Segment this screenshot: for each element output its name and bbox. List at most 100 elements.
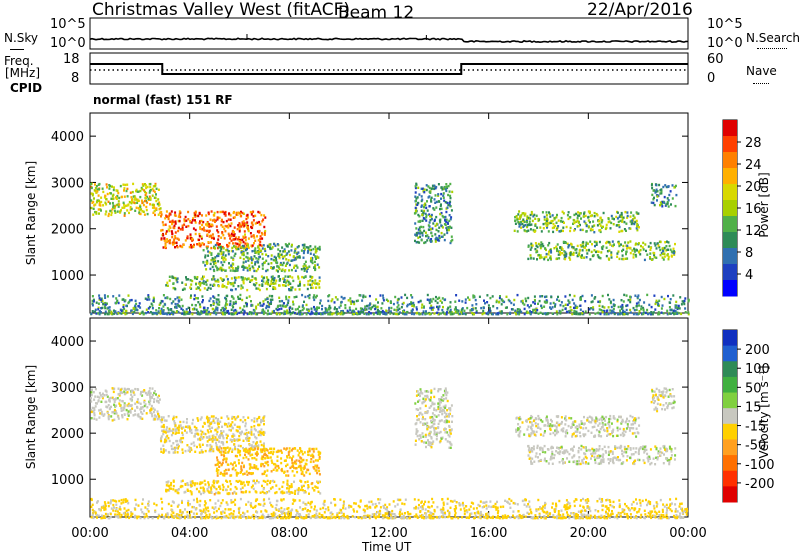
echo-cell: [117, 191, 120, 195]
echo-cell: [267, 456, 270, 459]
echo-cell: [433, 426, 435, 430]
echo-cell: [280, 468, 283, 472]
echo-cell: [475, 309, 478, 313]
echo-cell: [198, 490, 201, 493]
echo-cell: [123, 187, 126, 190]
echo-cell: [236, 425, 239, 429]
echo-cell: [176, 488, 179, 492]
echo-cell: [198, 451, 201, 454]
echo-cell: [602, 211, 605, 215]
echo-cell: [327, 308, 330, 311]
echo-cell: [301, 312, 304, 316]
echo-cell: [134, 308, 137, 312]
echo-cell: [464, 301, 467, 304]
echo-cell: [451, 415, 454, 418]
echo-cell: [447, 184, 450, 188]
echo-cell: [145, 192, 148, 195]
echo-cell: [548, 212, 551, 216]
echo-cell: [448, 219, 451, 223]
echo-cell: [247, 458, 250, 461]
echo-cell: [416, 196, 419, 199]
echo-cell: [134, 299, 137, 302]
echo-cell: [209, 267, 212, 271]
echo-cell: [475, 303, 478, 306]
echo-cell: [223, 474, 226, 477]
echo-cell: [196, 286, 199, 289]
echo-cell: [174, 214, 177, 217]
echo-cell: [221, 285, 224, 288]
echo-cell: [623, 313, 626, 316]
echo-cell: [420, 306, 423, 309]
echo-cell: [210, 241, 212, 244]
echo-cell: [547, 244, 550, 247]
echo-cell: [413, 312, 416, 316]
echo-cell: [91, 302, 94, 305]
echo-cell: [134, 409, 136, 412]
echo-cell: [444, 313, 447, 316]
echo-cell: [438, 402, 441, 405]
echo-cell: [147, 295, 150, 299]
echo-cell: [130, 398, 133, 402]
echo-cell: [530, 223, 533, 226]
echo-cell: [291, 243, 293, 247]
echo-cell: [220, 223, 223, 227]
echo-cell: [239, 453, 242, 457]
echo-cell: [306, 251, 309, 254]
echo-cell: [219, 420, 222, 423]
echo-cell: [199, 481, 202, 484]
echo-cell: [130, 207, 133, 211]
echo-cell: [625, 229, 627, 232]
echo-cell: [122, 408, 125, 412]
echo-cell: [638, 298, 641, 302]
echo-cell: [271, 298, 274, 301]
echo-cell: [113, 400, 116, 403]
echo-cell: [133, 201, 136, 204]
echo-cell: [534, 311, 537, 315]
echo-cell: [270, 247, 273, 250]
echo-cell: [169, 226, 172, 229]
echo-cell: [293, 311, 296, 315]
echo-cell: [376, 312, 379, 316]
echo-cell: [212, 275, 215, 278]
echo-cell: [415, 241, 418, 244]
echo-cell: [98, 201, 101, 205]
echo-cell: [145, 186, 148, 190]
echo-cell: [580, 217, 582, 220]
echo-cell: [600, 246, 603, 249]
echo-cell: [584, 300, 587, 303]
echo-cell: [152, 298, 155, 301]
echo-cell: [375, 298, 378, 301]
echo-cell: [282, 312, 285, 316]
echo-cell: [146, 185, 149, 189]
echo-cell: [599, 230, 602, 234]
echo-cell: [536, 309, 539, 312]
echo-cell: [209, 443, 212, 447]
echo-cell: [147, 311, 150, 314]
echo-cell: [194, 213, 197, 216]
echo-cell: [259, 448, 262, 451]
echo-cell: [650, 184, 653, 187]
echo-cell: [165, 490, 168, 493]
echo-cell: [540, 230, 543, 233]
echo-cell: [122, 305, 125, 309]
echo-cell: [567, 217, 570, 221]
echo-cell: [218, 450, 221, 454]
echo-cell: [623, 228, 626, 231]
echo-cell: [168, 312, 171, 316]
echo-cell: [189, 490, 192, 493]
echo-cell: [423, 305, 425, 308]
echo-cell: [302, 265, 305, 268]
echo-cell: [215, 444, 218, 447]
echo-cell: [585, 249, 588, 252]
echo-cell: [190, 246, 193, 249]
echo-cell: [634, 294, 637, 297]
echo-cell: [423, 229, 426, 233]
echo-cell: [285, 310, 288, 314]
echo-cell: [437, 183, 440, 186]
echo-cell: [283, 255, 286, 258]
echo-cell: [269, 246, 271, 249]
echo-cell: [433, 402, 436, 406]
echo-cell: [194, 450, 197, 453]
echo-cell: [417, 228, 420, 231]
echo-cell: [230, 234, 233, 237]
